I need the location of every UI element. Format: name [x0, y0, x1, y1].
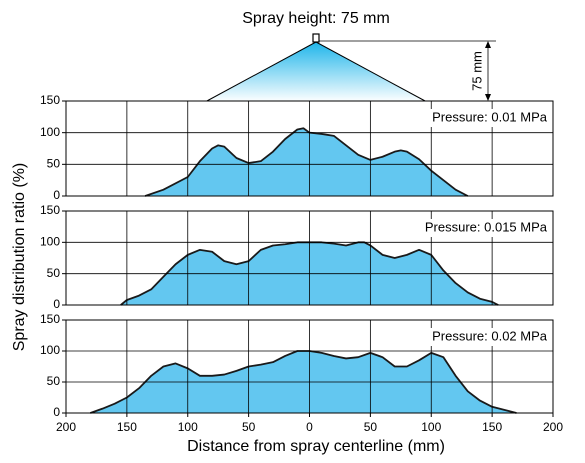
- x-tick-label: 50: [242, 420, 256, 434]
- x-tick-label: 100: [178, 420, 198, 434]
- plot-frame: [65, 319, 554, 414]
- annotation-background: [410, 109, 552, 127]
- plot-frame: [65, 210, 554, 306]
- y-tick-label: 100: [40, 343, 60, 357]
- annotation-background: [410, 328, 552, 346]
- x-tick-label: 200: [56, 420, 76, 434]
- y-axis-label: Spray distribution ratio (%): [11, 163, 28, 352]
- area-fill: [145, 128, 468, 196]
- y-tick-label: 50: [47, 266, 61, 280]
- x-tick-label: 50: [364, 420, 378, 434]
- y-tick-label: 0: [53, 188, 60, 202]
- y-tick-label: 50: [47, 374, 61, 388]
- y-tick-label: 150: [40, 312, 60, 326]
- annotation-background: [410, 219, 552, 237]
- y-tick-label: 150: [40, 93, 60, 107]
- x-tick-label: 100: [421, 420, 441, 434]
- y-tick-label: 0: [53, 297, 60, 311]
- annotation: Pressure: 0.015 MPa: [425, 219, 548, 234]
- annotation: Pressure: 0.02 MPa: [432, 328, 548, 343]
- x-tick-label: 200: [543, 420, 563, 434]
- chart-title: Spray height: 75 mm: [242, 10, 390, 27]
- x-tick-label: 0: [306, 420, 313, 434]
- x-tick-label: 150: [117, 420, 137, 434]
- y-tick-label: 100: [40, 125, 60, 139]
- dimension-label: 75 mm: [469, 51, 484, 91]
- y-tick-label: 100: [40, 235, 60, 249]
- x-axis-label: Distance from spray centerline (mm): [187, 438, 445, 455]
- x-tick-label: 150: [482, 420, 502, 434]
- annotation: Pressure: 0.01 MPa: [432, 109, 548, 124]
- y-tick-label: 0: [53, 405, 60, 419]
- y-tick-label: 150: [40, 203, 60, 217]
- spray-diagram: [204, 33, 496, 103]
- y-tick-label: 50: [47, 157, 61, 171]
- plot-frame: [65, 100, 554, 197]
